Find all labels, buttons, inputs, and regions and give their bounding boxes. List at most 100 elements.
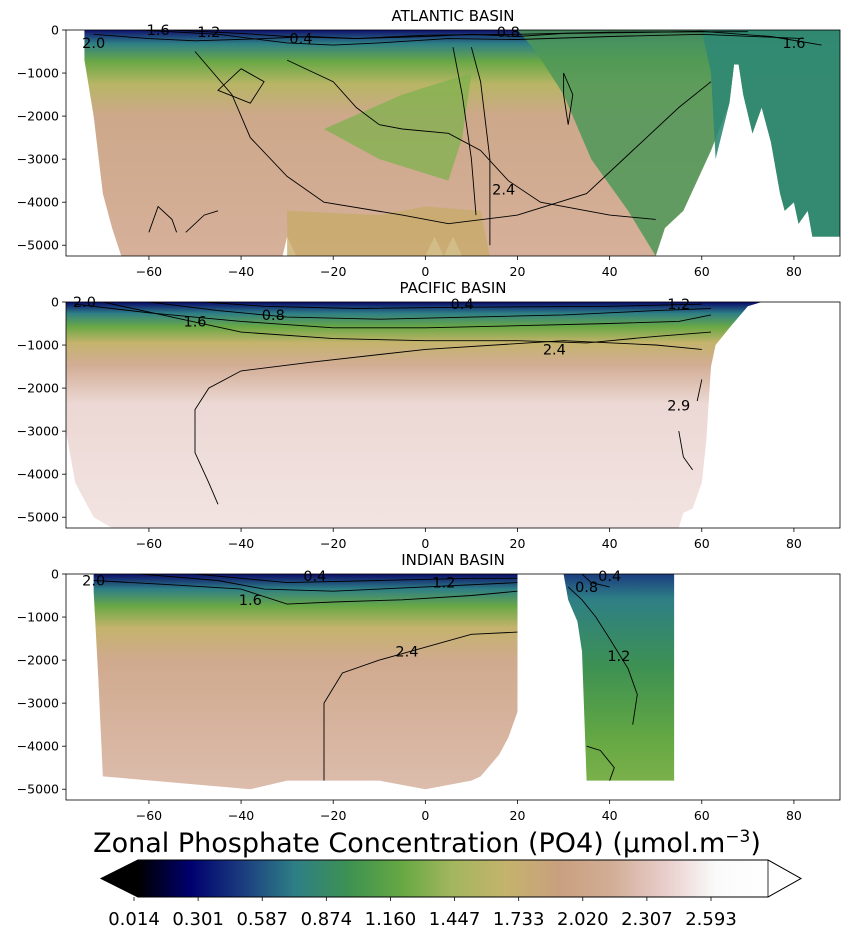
ocean-section-east (563, 574, 675, 781)
contour-label: 0.4 (303, 569, 326, 585)
contour-line-6 (185, 210, 219, 233)
contour-label: 1.2 (432, 576, 455, 592)
axes-frame (65, 29, 841, 257)
contour-label: 2.0 (73, 295, 96, 311)
contour-lines (93, 574, 638, 781)
contour-label: 2.0 (82, 573, 105, 589)
contour-line-0 (75, 303, 712, 329)
y-tick-label: −5000 (17, 510, 59, 525)
contour-label: 1.6 (239, 593, 262, 609)
contour-line-2 (194, 574, 518, 584)
y-tick-label: −4000 (17, 739, 59, 754)
y-tick-label: −1000 (17, 338, 59, 353)
x-tick-label: −40 (228, 808, 254, 823)
x-tick-label: 0 (421, 264, 429, 279)
contour-line-10 (217, 68, 265, 104)
y-tick-label: −3000 (17, 696, 59, 711)
y-tick-label: −4000 (17, 195, 59, 210)
contour-label: 1.6 (147, 23, 170, 39)
x-tick-label: 0 (421, 808, 429, 823)
contour-line-5 (148, 205, 178, 233)
contour-label: 2.4 (395, 644, 418, 660)
contour-label: 2.0 (82, 36, 105, 52)
contour-line-2 (148, 302, 712, 320)
x-tick-label: 60 (694, 536, 710, 551)
y-tick-label: −3000 (17, 152, 59, 167)
x-tick-label: 60 (694, 808, 710, 823)
contour-label: 0.4 (598, 569, 621, 585)
contour-lines (93, 30, 822, 246)
contour-line-5 (586, 745, 615, 781)
x-axis: −60 −40 −20 0 20 40 60 80 (136, 256, 802, 279)
panel-2: 2.0 0.41.61.22.40.80.41.2−60 −40 −20 0 20 40 60… (17, 567, 841, 823)
contour-label: 2.4 (543, 342, 566, 358)
heatmap-field (66, 302, 762, 528)
ocean-section (93, 574, 518, 790)
contour-line-6 (581, 574, 610, 588)
colorbar-tick-label: 0.014 (108, 909, 160, 930)
x-tick-label: 20 (510, 808, 526, 823)
x-tick-label: 40 (602, 536, 618, 551)
x-tick-label: 20 (510, 536, 526, 551)
y-tick-label: 0 (51, 567, 59, 582)
colorbar-tick-label: 1.160 (365, 909, 417, 930)
contour-label: 1.2 (667, 297, 690, 313)
colorbar: 0.014 0.301 0.587 0.874 1.160 1.447 1.733 2.020… (99, 859, 802, 930)
colorbar-gradient (138, 860, 768, 897)
heatmap-field (93, 574, 675, 790)
colorbar-tick-label: 1.447 (429, 909, 481, 930)
x-tick-label: −20 (320, 264, 346, 279)
ocean-section (66, 302, 762, 528)
x-tick-label: −40 (228, 264, 254, 279)
x-tick-label: −20 (320, 536, 346, 551)
y-tick-label: −2000 (17, 653, 59, 668)
contour-label: 0.8 (262, 308, 285, 324)
contour-line-4 (567, 586, 638, 725)
y-tick-label: −2000 (17, 109, 59, 124)
colorbar-tick-label: 0.587 (236, 909, 288, 930)
x-tick-label: 80 (786, 536, 802, 551)
x-tick-label: −60 (136, 264, 162, 279)
colorbar-tick-label: 2.020 (557, 909, 609, 930)
colorbar-min-extend (100, 859, 139, 898)
y-tick-label: −1000 (17, 610, 59, 625)
y-tick-label: 0 (51, 23, 59, 38)
x-tick-label: 60 (694, 264, 710, 279)
y-axis: 0 −1000 −2000 −3000 −4000 −5000 (17, 567, 66, 797)
colorbar-tick-label: 0.301 (172, 909, 224, 930)
contour-line-1 (139, 30, 804, 46)
contour-labels: 2.0 1.6 0.8 0.4 1.2 2.4 2.9 (73, 295, 690, 414)
contour-label: 1.2 (607, 649, 630, 665)
panel-1: 2.0 1.6 0.8 0.4 1.2 2.4 2.9 −60 −40 −20 0 20 40 60 80 0… (17, 295, 841, 551)
y-tick-label: −5000 (17, 782, 59, 797)
contour-line-2 (171, 30, 748, 40)
contour-line-9 (563, 72, 574, 125)
y-tick-label: −5000 (17, 238, 59, 253)
contour-lines (75, 302, 712, 505)
contour-labels: 2.0 0.41.61.22.40.80.41.2 (82, 569, 630, 665)
colorbar-outline (99, 859, 802, 898)
contour-labels: 2.0 1.6 1.2 0.4 0.8 1.6 2.4 (82, 23, 805, 198)
contour-line-4 (286, 59, 656, 220)
contour-line-5 (678, 431, 693, 471)
contour-line-1 (102, 302, 712, 344)
contour-line-7 (470, 47, 491, 246)
y-tick-label: −2000 (17, 381, 59, 396)
y-axis: 0 −1000 −2000 −3000 −4000 −5000 (17, 23, 66, 253)
contour-line-3 (204, 302, 702, 309)
contour-line-6 (696, 379, 703, 402)
contour-label: 1.6 (782, 36, 805, 52)
x-tick-label: 80 (786, 808, 802, 823)
colorbar-tick-label: 1.733 (493, 909, 545, 930)
bottom-region (287, 206, 490, 256)
colorbar-tick-label: 2.307 (621, 909, 673, 930)
colorbar-tick-label: 2.593 (685, 909, 737, 930)
pacific-title: PACIFIC BASIN (399, 279, 507, 297)
x-axis: −60 −40 −20 0 20 40 60 80 (136, 800, 802, 823)
axes-frame (65, 573, 841, 801)
contour-label: 1.6 (183, 314, 206, 330)
x-tick-label: 0 (421, 536, 429, 551)
contour-label: 2.9 (667, 398, 690, 414)
contour-line-8 (452, 47, 477, 216)
